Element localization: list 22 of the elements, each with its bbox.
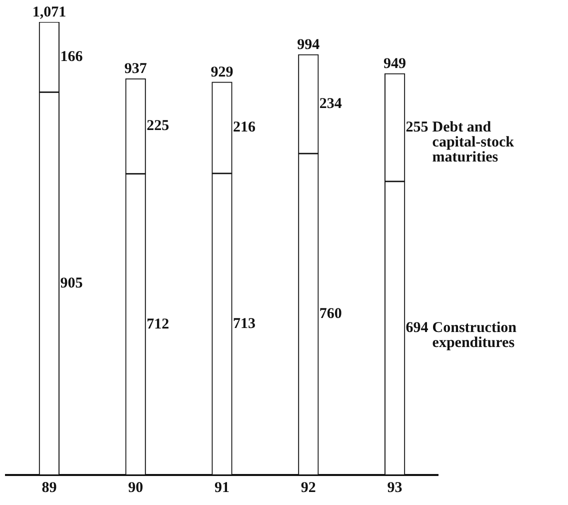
x-tick-label: 89 bbox=[42, 480, 57, 496]
data-label: 694 bbox=[406, 320, 429, 336]
series-label: Construction expenditures bbox=[432, 320, 518, 352]
series-label: Debt and capital-stock maturities bbox=[432, 119, 515, 166]
total-label: 994 bbox=[297, 36, 320, 53]
data-label: 225 bbox=[146, 118, 170, 134]
x-tick-label: 91 bbox=[214, 480, 230, 496]
data-label: 234 bbox=[319, 96, 342, 112]
data-label: 216 bbox=[233, 120, 256, 136]
x-tick-label: 92 bbox=[300, 480, 316, 496]
data-label: 713 bbox=[233, 316, 256, 332]
total-label: 949 bbox=[384, 56, 406, 72]
x-tick-label: 90 bbox=[128, 480, 144, 496]
data-label: 255 bbox=[406, 119, 428, 136]
data-label: 905 bbox=[60, 275, 83, 292]
total-label: 929 bbox=[210, 64, 234, 80]
data-label: 760 bbox=[319, 306, 342, 322]
data-label: 712 bbox=[146, 316, 170, 332]
data-label: 166 bbox=[60, 48, 84, 65]
total-label: 937 bbox=[124, 61, 148, 78]
total-label: 1,071 bbox=[32, 4, 66, 20]
x-tick-label: 93 bbox=[387, 480, 402, 496]
